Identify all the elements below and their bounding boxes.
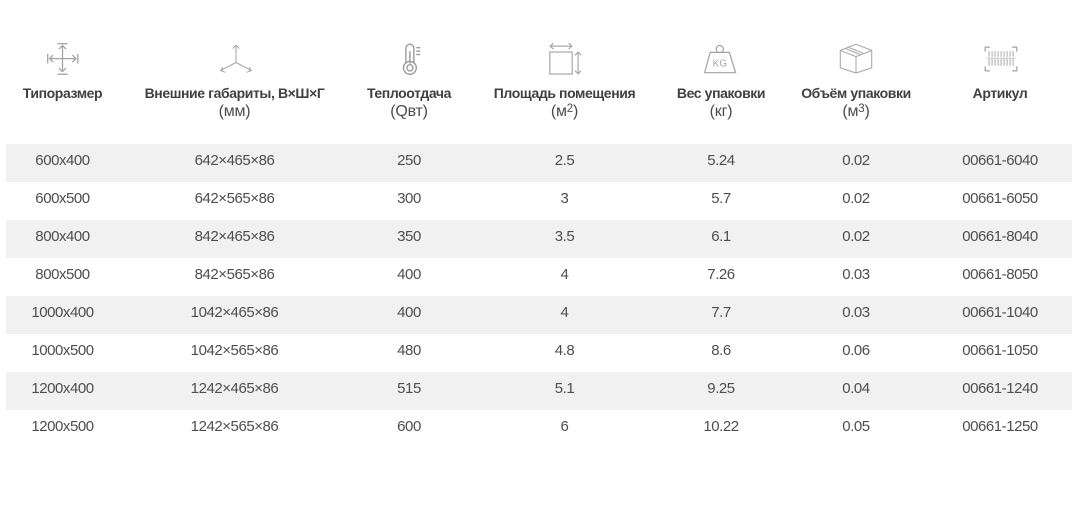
svg-text:KG: KG xyxy=(713,58,728,69)
